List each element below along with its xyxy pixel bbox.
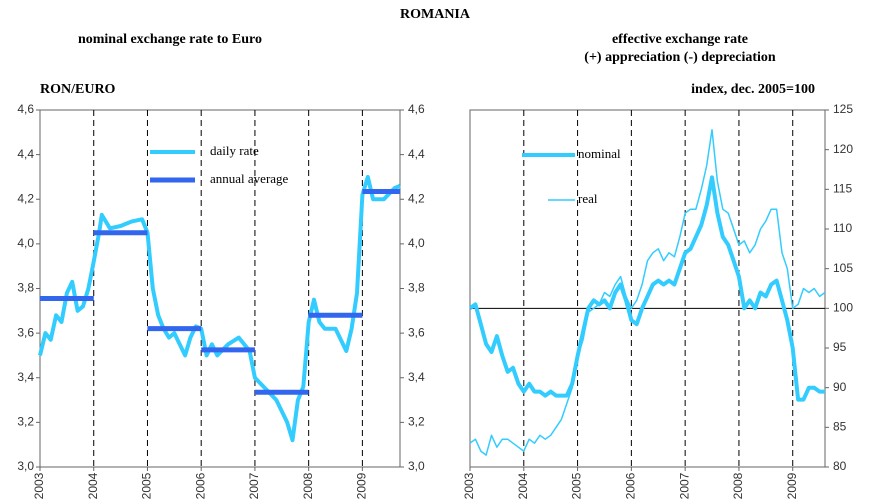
x-tick-label: 2005 [570,472,584,499]
x-tick-label: 2009 [355,472,369,499]
y-tick-label: 3,2 [17,415,34,429]
x-tick-label: 2005 [140,472,154,499]
series-line [38,174,401,443]
x-tick-label: 2003 [462,472,476,499]
chart-title: nominal exchange rate to Euro [78,32,262,47]
chart-subtitle: (+) appreciation (-) depreciation [584,50,776,65]
x-tick-label: 2009 [785,472,799,499]
x-tick-label: 2003 [32,472,46,499]
x-tick-label: 2007 [677,472,691,499]
y-tick-label: 4,2 [17,191,34,205]
y-tick-label: 100 [833,301,853,315]
y-tick-label: 3,4 [408,370,425,384]
y-tick-label: 3,6 [408,325,425,339]
y-tick-label: 4,2 [408,191,425,205]
y-tick-label: 110 [833,221,852,235]
y-tick-label: 4,6 [408,102,425,116]
y-tick-label: 3,8 [408,281,425,295]
y-tick-label: 85 [833,420,847,434]
y-label: RON/EURO [40,82,116,97]
x-tick-label: 2006 [193,472,207,499]
y-tick-label: 95 [833,340,847,354]
y-tick-label: 80 [833,459,847,473]
legend-label: daily rate [210,143,259,158]
y-tick-label: 120 [833,142,853,156]
page-title: ROMANIA [400,7,471,22]
y-tick-label: 125 [833,102,853,116]
y-tick-label: 3,0 [17,459,34,473]
y-label: index, dec. 2005=100 [691,82,815,97]
y-tick-label: 115 [833,182,852,196]
y-tick-label: 4,0 [408,236,425,250]
y-tick-label: 4,0 [17,236,34,250]
x-tick-label: 2008 [731,472,745,499]
x-tick-label: 2008 [301,472,315,499]
x-tick-label: 2004 [516,472,530,499]
x-tick-label: 2004 [86,472,100,499]
y-tick-label: 3,6 [17,325,34,339]
chart-title: effective exchange rate [612,32,748,47]
y-tick-label: 3,4 [17,370,34,384]
y-tick-label: 3,2 [408,415,425,429]
x-tick-label: 2007 [247,472,261,499]
y-tick-label: 3,0 [408,459,425,473]
legend-label: annual average [210,171,289,186]
y-tick-label: 105 [833,261,853,275]
series-line [468,175,825,402]
plot-frame [469,109,826,468]
y-tick-label: 4,4 [408,147,425,161]
y-tick-label: 4,4 [17,147,34,161]
y-tick-label: 90 [833,380,847,394]
x-tick-label: 2006 [624,472,638,499]
y-tick-label: 3,8 [17,281,34,295]
legend-label: real [578,191,598,206]
y-tick-label: 4,6 [17,102,34,116]
series-line [469,129,826,456]
legend-label: nominal [578,146,621,161]
